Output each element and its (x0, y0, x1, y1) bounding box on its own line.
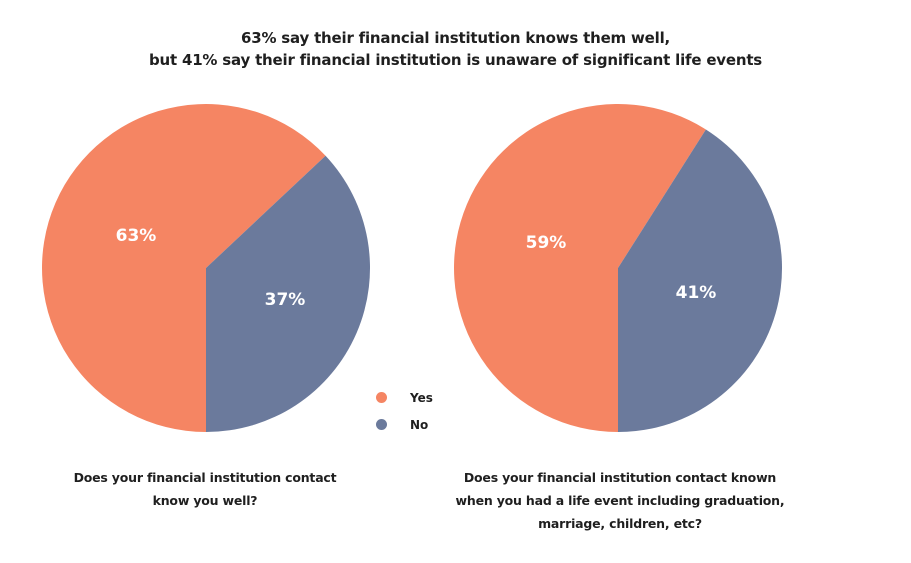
legend-dot-no-icon (376, 419, 387, 430)
pie-chart-left: 63% 37% (42, 103, 371, 433)
slice-label-no-right: 41% (676, 283, 717, 303)
caption-right: Does your financial institution contact … (430, 466, 810, 535)
chart-title-line-1: 63% say their financial institution know… (240, 29, 671, 47)
caption-right-line-3: marriage, children, etc? (538, 516, 702, 531)
slice-label-no-left: 37% (265, 290, 306, 310)
chart-title-line-2: but 41% say their financial institution … (148, 51, 763, 69)
legend-label-yes: Yes (410, 390, 433, 405)
pie-slice-yes-left (42, 103, 326, 432)
legend-item-yes: Yes (376, 384, 433, 411)
caption-left-line-2: know you well? (152, 493, 258, 508)
slice-label-yes-right: 59% (526, 233, 567, 253)
legend-dot-yes-icon (376, 392, 387, 403)
caption-left-line-1: Does your financial institution contact (73, 470, 337, 485)
pie-slice-no-left (206, 155, 371, 433)
caption-left: Does your financial institution contact … (40, 466, 370, 512)
caption-right-line-1: Does your financial institution contact … (463, 470, 777, 485)
slice-label-yes-left: 63% (116, 226, 157, 246)
legend: Yes No (376, 384, 433, 438)
pie-chart-right: 59% 41% (454, 104, 783, 433)
legend-item-no: No (376, 411, 433, 438)
chart-title: 63% say their financial institution know… (0, 27, 911, 71)
caption-right-line-2: when you had a life event including grad… (455, 493, 785, 508)
pie-slice-yes-right (454, 104, 706, 433)
legend-label-no: No (410, 417, 429, 432)
pie-slice-no-right (618, 129, 783, 432)
